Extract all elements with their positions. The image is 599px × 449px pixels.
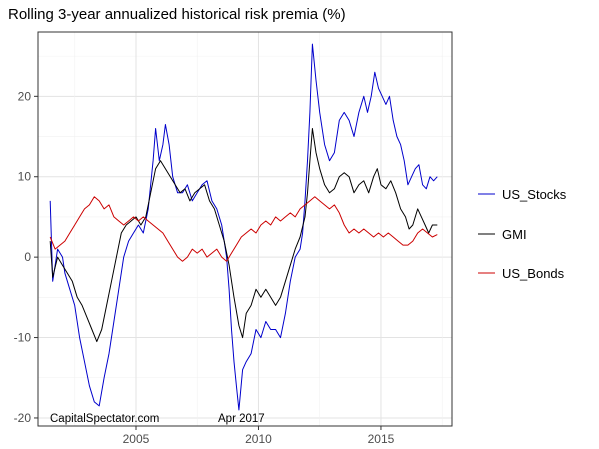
chart-title: Rolling 3-year annualized historical ris… <box>8 6 346 23</box>
y-tick-label: 10 <box>18 170 32 184</box>
legend-label-us-stocks: US_Stocks <box>502 187 567 202</box>
annotations: CapitalSpectator.com Apr 2017 <box>50 413 265 425</box>
date-annotation: Apr 2017 <box>218 413 265 425</box>
series-line-us-stocks <box>49 43 438 411</box>
y-tick-label: 20 <box>18 89 32 103</box>
series-lines <box>49 43 438 411</box>
legend-label-us-bonds: US_Bonds <box>502 266 565 281</box>
source-credit: CapitalSpectator.com <box>50 413 159 425</box>
y-tick-label: -20 <box>14 411 32 425</box>
legend: US_Stocks GMI US_Bonds <box>478 187 567 281</box>
x-tick-label: 2015 <box>368 432 395 446</box>
plot-panel-border <box>37 31 453 427</box>
legend-label-gmi: GMI <box>502 227 527 242</box>
series-line-gmi <box>49 128 438 343</box>
y-tick-label: -10 <box>14 331 32 345</box>
axis-ticks: -20 -10 0 10 20 2005 2010 2015 <box>14 89 395 446</box>
grid-lines <box>38 32 452 426</box>
x-tick-label: 2005 <box>123 432 150 446</box>
series-line-us-bonds <box>49 196 438 262</box>
x-tick-label: 2010 <box>245 432 272 446</box>
y-tick-label: 0 <box>24 250 31 264</box>
